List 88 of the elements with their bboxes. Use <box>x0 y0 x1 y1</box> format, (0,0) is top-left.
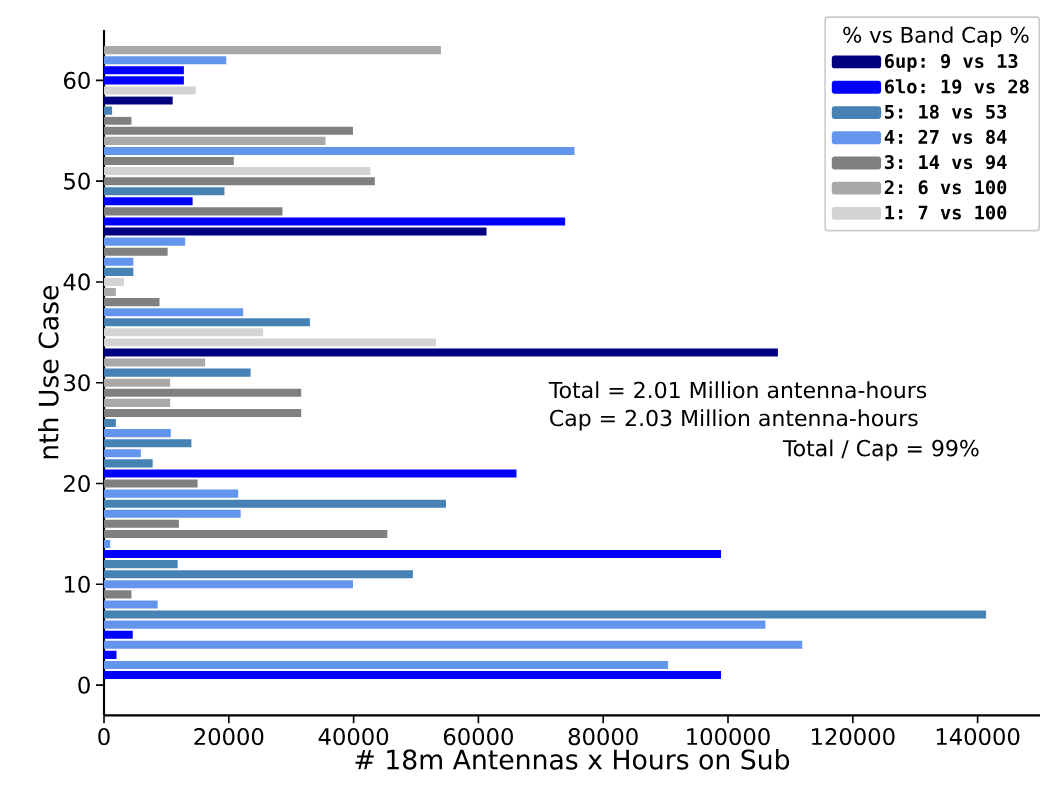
bar <box>104 630 133 639</box>
bar <box>104 469 517 478</box>
bar <box>104 308 244 317</box>
bar <box>104 398 171 407</box>
bar <box>104 126 353 135</box>
legend-label: 2: 6 vs 100 <box>884 180 1007 195</box>
bar <box>104 550 722 559</box>
bar <box>104 177 375 186</box>
bar <box>104 207 283 216</box>
bar <box>104 288 116 297</box>
annotation: Total = 2.01 Million antenna-hours <box>548 381 927 399</box>
bar <box>104 449 141 458</box>
legend-label: 5: 18 vs 53 <box>885 104 1007 119</box>
bar <box>104 116 132 125</box>
x-tick-label: 100000 <box>687 728 770 746</box>
bar <box>104 459 153 468</box>
bar <box>104 86 196 95</box>
annotation: Cap = 2.03 Million antenna-hours <box>550 409 918 431</box>
bar <box>104 439 192 448</box>
x-tick-label: 80000 <box>568 728 638 746</box>
bar <box>104 146 575 155</box>
legend-label: 3: 14 vs 94 <box>884 155 1007 170</box>
y-tick-label: 10 <box>64 575 90 593</box>
x-tick-label: 0 <box>98 728 110 746</box>
bar <box>104 560 178 569</box>
bar <box>104 167 371 176</box>
y-tick-label: 0 <box>78 676 90 694</box>
bar <box>104 590 132 599</box>
bar <box>104 479 198 488</box>
y-tick-label: 50 <box>64 172 90 190</box>
legend-title: % vs Band Cap % <box>843 26 1029 48</box>
bar <box>104 570 413 579</box>
bar <box>104 247 168 256</box>
legend-label: 1: 7 vs 100 <box>885 205 1007 220</box>
bar <box>104 640 803 649</box>
bar <box>104 509 241 518</box>
y-tick-label: 20 <box>64 474 90 493</box>
bar <box>104 136 326 145</box>
bar <box>104 76 184 85</box>
bar <box>104 257 134 266</box>
y-tick-label: 40 <box>63 273 90 291</box>
x-axis-title: # 18m Antennas x Hours on Sub <box>355 748 790 770</box>
x-tick-label: 120000 <box>812 728 895 746</box>
y-axis-title: nth Use Case <box>37 285 59 459</box>
bar <box>104 388 302 397</box>
bar <box>104 56 227 65</box>
bar <box>104 197 193 206</box>
bar <box>104 318 310 327</box>
bar <box>104 580 353 589</box>
bar <box>104 328 264 337</box>
x-tick-label: 60000 <box>443 728 513 746</box>
bar <box>104 519 179 528</box>
bar <box>104 237 186 246</box>
bar <box>104 429 171 438</box>
bar <box>104 156 234 166</box>
bar <box>104 46 441 55</box>
bar <box>104 529 388 538</box>
y-tick-label: 60 <box>64 71 90 89</box>
legend-label: 4: 27 vs 84 <box>884 129 1007 144</box>
annotation: Total / Cap = 99% <box>782 439 979 461</box>
y-tick-label: 30 <box>64 374 90 392</box>
bar <box>104 620 766 629</box>
bar <box>104 600 158 609</box>
bar <box>104 670 722 680</box>
bar <box>104 419 116 428</box>
bar <box>104 348 778 357</box>
bar <box>104 96 173 105</box>
legend-label: 6up: 9 vs 13 <box>884 53 1018 72</box>
bar <box>104 217 566 226</box>
x-tick-label: 20000 <box>194 728 264 746</box>
bar <box>104 368 251 377</box>
bar <box>104 358 206 367</box>
bar <box>104 298 160 307</box>
bar <box>104 227 487 236</box>
legend-label: 6lo: 19 vs 28 <box>884 79 1029 94</box>
bar <box>104 277 124 286</box>
bar <box>104 187 225 196</box>
bar <box>104 660 669 669</box>
bar <box>104 489 239 498</box>
bar <box>104 499 446 508</box>
bar <box>104 408 302 417</box>
bar <box>104 66 184 75</box>
bar <box>104 378 171 387</box>
bar <box>104 338 436 347</box>
x-tick-label: 140000 <box>936 728 1020 746</box>
bar <box>104 267 134 276</box>
bar <box>104 610 987 619</box>
x-tick-label: 40000 <box>318 728 389 746</box>
